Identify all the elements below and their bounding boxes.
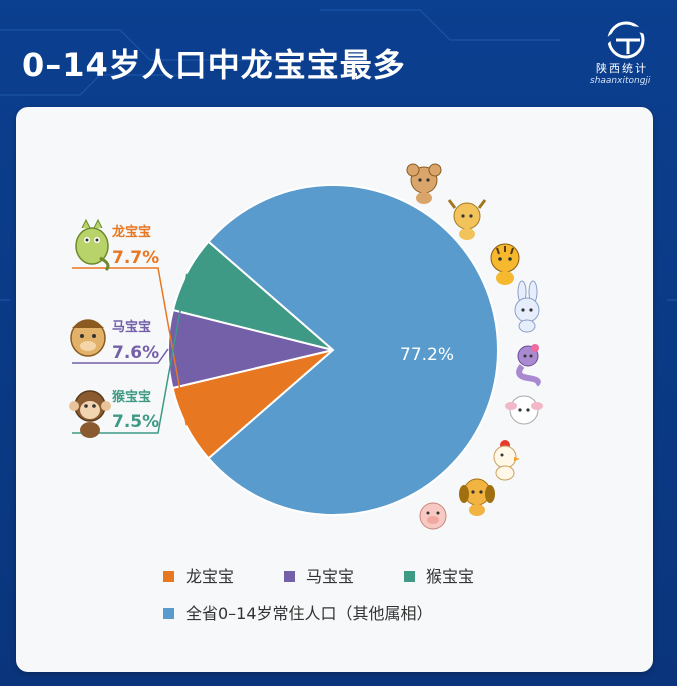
leader-line-monkey [72, 273, 188, 434]
dragon-mascot-icon [75, 218, 110, 272]
logo-name-cn: 陕西统计 [596, 62, 648, 75]
legend-swatch-dragon [163, 571, 174, 582]
slice-label-dragon-value: 7.7% [112, 248, 159, 268]
leader-line-dragon [72, 267, 187, 426]
slice-label-dragon-name: 龙宝宝 [112, 224, 151, 240]
snake-mascot-icon [516, 344, 541, 387]
rooster-mascot-icon [493, 440, 520, 481]
logo-name-en: shaanxitongji [590, 76, 651, 86]
horse-mascot-icon [70, 319, 106, 357]
slice-label-other-value: 77.2% [400, 345, 454, 365]
slice-label-horse-name: 马宝宝 [112, 319, 151, 335]
legend-label-monkey: 猴宝宝 [426, 567, 474, 586]
pie-slice-other [207, 184, 499, 516]
page-title: 0–14岁人口中龙宝宝最多 [22, 46, 406, 84]
brand-logo: 陕西统计 shaanxitongji [590, 20, 662, 90]
legend-label-dragon: 龙宝宝 [186, 567, 234, 586]
rat-mascot-icon [406, 163, 442, 204]
slice-label-monkey-value: 7.5% [112, 412, 159, 432]
ox-mascot-icon [447, 199, 487, 240]
leader-line-horse [72, 348, 169, 364]
dog-mascot-icon [459, 478, 495, 516]
pig-mascot-icon [419, 502, 447, 530]
logo-emblem-icon [602, 21, 652, 59]
legend-swatch-other [163, 608, 174, 619]
rabbit-mascot-icon [514, 280, 540, 333]
legend-label-other: 全省0–14岁常住人口（其他属相） [186, 604, 433, 623]
sheep-mascot-icon [505, 395, 543, 425]
legend-swatch-horse [284, 571, 295, 582]
legend-label-horse: 马宝宝 [306, 567, 354, 586]
monkey-mascot-icon [69, 390, 111, 438]
chart-legend: 龙宝宝 马宝宝 猴宝宝 全省0–14岁常住人口（其他属相） [163, 567, 474, 623]
slice-label-horse-value: 7.6% [112, 343, 159, 363]
tiger-mascot-icon [490, 243, 520, 285]
slice-label-monkey-name: 猴宝宝 [112, 389, 151, 405]
legend-swatch-monkey [404, 571, 415, 582]
